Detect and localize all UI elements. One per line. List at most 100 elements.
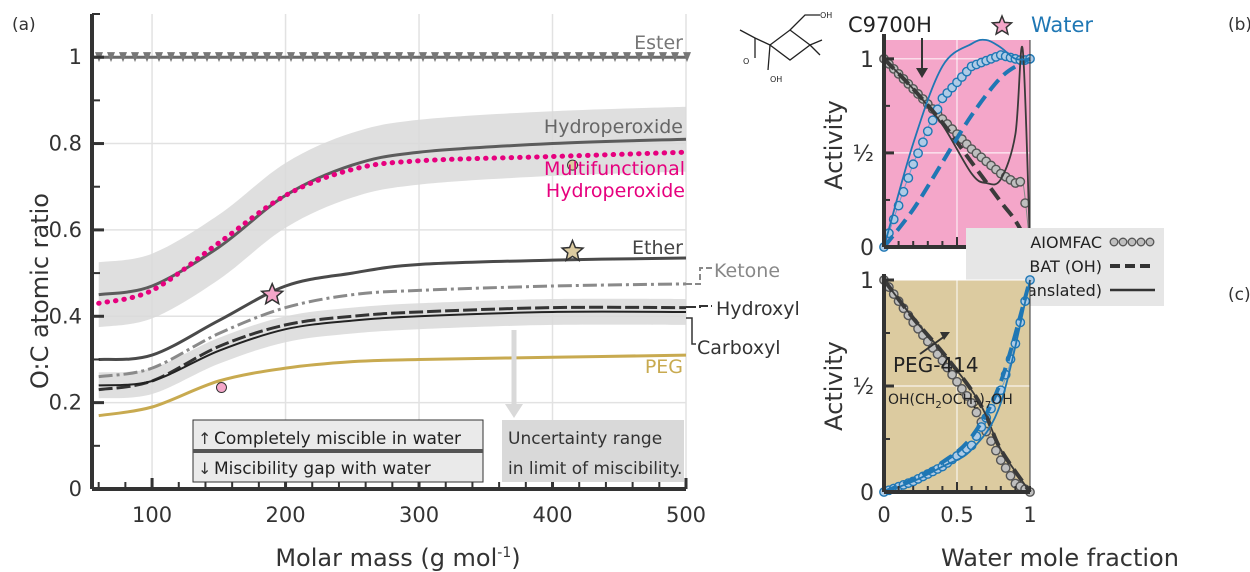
ester-triangle xyxy=(227,52,235,63)
molecule-oh-top: OH xyxy=(820,11,832,20)
panel-b-y-tick-label: ½ xyxy=(853,142,874,167)
molecule-o: O xyxy=(743,57,749,66)
panel-b-aiomfac-point xyxy=(918,137,928,148)
molecule-oh-bottom: OH xyxy=(770,75,782,84)
ester-triangle xyxy=(443,52,451,63)
panel-b-aiomfac-point xyxy=(1015,176,1026,187)
ester-triangle xyxy=(263,52,271,63)
line-carboxyl xyxy=(98,310,687,387)
uncertainty-note-2: in limit of miscibility. xyxy=(508,459,682,479)
panel-c-x-tick-label: 0 xyxy=(877,503,890,527)
ester-triangle xyxy=(347,52,355,63)
ester-triangle xyxy=(611,52,619,63)
ester-triangle xyxy=(131,52,139,63)
legend-aiomfac-symbol xyxy=(1136,237,1146,247)
peg-formula: OH(CH2OCH2)7OH xyxy=(888,392,1013,411)
legend-miscible: Completely miscible in water xyxy=(214,429,461,449)
arrow-up-icon: ↑ xyxy=(198,429,211,448)
panel-c-y-tick-label: 0 xyxy=(860,481,874,506)
ester-triangle xyxy=(335,52,343,63)
panel-c-aiomfac-point xyxy=(995,455,1006,466)
band-carboxyl xyxy=(98,298,686,399)
ester-triangle xyxy=(635,52,643,63)
panel-c-aiomfac-point xyxy=(991,445,1001,456)
ester-triangle xyxy=(215,52,223,63)
panel-c-aiomfac-point xyxy=(1000,463,1011,473)
ester-triangle xyxy=(455,52,463,63)
label-ether: Ether xyxy=(632,237,683,259)
legend-aiomfac: AIOMFAC xyxy=(1030,233,1102,252)
y-tick-label: 0 xyxy=(69,477,82,501)
y-tick-label: 0.2 xyxy=(49,391,82,415)
ester-triangle xyxy=(299,52,307,63)
ester-triangle xyxy=(107,52,115,63)
panel-c-aiomfac-point xyxy=(956,383,967,394)
panel-a-ylabel: O:C atomic ratio xyxy=(26,193,54,389)
compound-c9700h: C9700H xyxy=(848,13,932,37)
ester-triangle xyxy=(239,52,247,63)
label-ester: Ester xyxy=(634,32,683,54)
ester-triangle xyxy=(479,52,487,63)
legend-aiomfac-symbol xyxy=(1145,237,1155,247)
uncertainty-arrow-head xyxy=(505,404,523,418)
panel-b-tag: (b) xyxy=(1228,15,1250,35)
ester-triangle xyxy=(503,52,511,63)
marker-star-tan xyxy=(560,238,585,262)
panel-c-ylabel: Activity xyxy=(820,341,848,431)
hydroxyl-connector xyxy=(686,305,712,308)
panel-a-xlabel: Molar mass (g mol-1) xyxy=(275,544,520,572)
panel-a-uncertainty-bands xyxy=(98,106,686,399)
panel-c-axes: 0 ½ 1 0 0.5 1 xyxy=(853,269,1037,527)
panel-c-x-tick-label: 1 xyxy=(1023,503,1036,527)
panel-a-lines xyxy=(92,52,691,418)
ester-triangle xyxy=(143,52,151,63)
line-peg xyxy=(98,353,687,418)
c9700h-star-icon xyxy=(990,14,1014,36)
panel-c-x-tick-label: 0.5 xyxy=(940,503,973,527)
marker-star-pink xyxy=(259,281,285,306)
ester-triangle xyxy=(599,52,607,63)
ester-triangle xyxy=(119,52,127,63)
line-hydroperoxide xyxy=(98,137,687,297)
label-multifunctional-1: Multifunctional xyxy=(544,158,685,180)
legend-gap: Miscibility gap with water xyxy=(214,459,431,479)
ester-triangle xyxy=(515,52,523,63)
ester-triangle xyxy=(155,52,163,63)
uncertainty-note-box xyxy=(502,420,684,482)
ester-triangle xyxy=(563,52,571,63)
label-multifunctional-2: Hydroperoxide xyxy=(546,180,685,202)
panel-c-aiomfac-point xyxy=(952,376,962,387)
ester-triangle xyxy=(371,52,379,63)
y-tick-label: 1 xyxy=(69,45,82,69)
ester-triangle xyxy=(623,52,631,63)
y-tick-label: 0.8 xyxy=(49,132,82,156)
line-ether xyxy=(98,256,687,361)
panel-c-aiomfac-point xyxy=(947,369,958,380)
c9700h-arrow-head xyxy=(916,68,928,78)
arrow-down-icon: ↓ xyxy=(198,459,211,478)
ester-triangle xyxy=(191,52,199,63)
panel-c-line-bat-oh-water xyxy=(883,279,1032,494)
peg-arrow-head xyxy=(940,332,950,340)
c9700h-molecule-icon xyxy=(739,14,823,71)
panel-b-aiomfac-point xyxy=(903,173,914,183)
ester-triangle xyxy=(275,52,283,63)
panel-b-line-bat-translated-water xyxy=(883,38,1031,248)
line-ketone xyxy=(98,282,687,379)
y-tick-label: 0.4 xyxy=(49,304,82,328)
panel-b-axes: 0 ½ 1 xyxy=(853,34,1031,261)
line-hydroxyl xyxy=(98,305,687,392)
panel-a-ticks: 0 0.2 0.4 0.6 0.8 1 100 200 300 400 500 xyxy=(49,13,706,527)
panel-c-y-tick-label: ½ xyxy=(853,375,874,400)
ester-triangle xyxy=(287,52,295,63)
label-peg: PEG xyxy=(645,356,683,378)
panel-b-line-bat-oh-organic xyxy=(882,57,1032,248)
ester-triangle xyxy=(251,52,259,63)
ester-triangle xyxy=(575,52,583,63)
panel-c-y-tick-label: 1 xyxy=(860,269,874,294)
ester-triangle xyxy=(467,52,475,63)
x-tick-label: 400 xyxy=(532,503,572,527)
panel-b-aiomfac-point xyxy=(927,115,938,126)
ester-triangle xyxy=(551,52,559,63)
legend-aiomfac-symbol xyxy=(1118,237,1128,247)
